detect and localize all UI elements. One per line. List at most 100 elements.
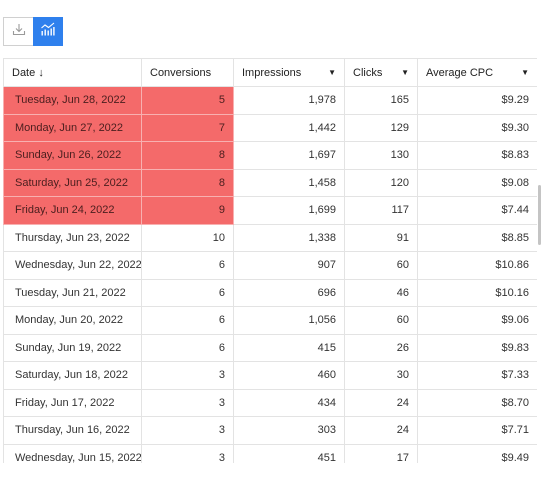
table-row[interactable]: Thursday, Jun 16, 2022 3 303 24 $7.71 <box>3 416 537 445</box>
chart-view-button[interactable] <box>33 17 63 46</box>
cell-date: Friday, Jun 17, 2022 <box>3 388 142 417</box>
column-header-conversions[interactable]: Conversions <box>141 58 234 87</box>
view-toolbar <box>3 17 63 46</box>
download-icon <box>12 23 26 41</box>
column-header-clicks-label: Clicks <box>353 66 383 79</box>
cell-impressions: 1,699 <box>233 196 345 225</box>
table-row[interactable]: Sunday, Jun 26, 2022 8 1,697 130 $8.83 <box>3 141 537 170</box>
column-header-conversions-label: Conversions <box>150 66 212 79</box>
cell-clicks: 91 <box>344 223 418 252</box>
cell-date: Wednesday, Jun 22, 2022 <box>3 251 142 280</box>
cell-clicks: 17 <box>344 443 418 463</box>
cell-date: Sunday, Jun 19, 2022 <box>3 333 142 362</box>
cell-impressions: 1,458 <box>233 168 345 197</box>
dropdown-caret-icon[interactable]: ▼ <box>401 68 409 77</box>
cell-impressions: 434 <box>233 388 345 417</box>
cell-clicks: 130 <box>344 141 418 170</box>
cell-clicks: 129 <box>344 113 418 142</box>
table-row[interactable]: Monday, Jun 20, 2022 6 1,056 60 $9.06 <box>3 306 537 335</box>
cell-average-cpc: $8.85 <box>417 223 537 252</box>
sort-descending-icon: ↓ <box>38 66 44 79</box>
data-table-container[interactable]: Date ↓ Conversions Impressions ▼ Clicks … <box>3 58 537 463</box>
cell-conversions: 3 <box>141 416 234 445</box>
cell-date: Monday, Jun 20, 2022 <box>3 306 142 335</box>
cell-conversions: 8 <box>141 141 234 170</box>
table-row[interactable]: Sunday, Jun 19, 2022 6 415 26 $9.83 <box>3 333 537 362</box>
cell-conversions: 6 <box>141 251 234 280</box>
cell-date: Thursday, Jun 16, 2022 <box>3 416 142 445</box>
table-row[interactable]: Tuesday, Jun 21, 2022 6 696 46 $10.16 <box>3 278 537 307</box>
cell-conversions: 9 <box>141 196 234 225</box>
cell-clicks: 24 <box>344 388 418 417</box>
cell-impressions: 415 <box>233 333 345 362</box>
cell-date: Friday, Jun 24, 2022 <box>3 196 142 225</box>
cell-clicks: 60 <box>344 306 418 335</box>
cell-average-cpc: $8.70 <box>417 388 537 417</box>
dropdown-caret-icon[interactable]: ▼ <box>521 68 529 77</box>
cell-conversions: 10 <box>141 223 234 252</box>
cell-date: Wednesday, Jun 15, 2022 <box>3 443 142 463</box>
table-row[interactable]: Monday, Jun 27, 2022 7 1,442 129 $9.30 <box>3 113 537 142</box>
cell-conversions: 3 <box>141 443 234 463</box>
cell-impressions: 1,442 <box>233 113 345 142</box>
column-header-impressions[interactable]: Impressions ▼ <box>233 58 345 87</box>
column-header-average-cpc[interactable]: Average CPC ▼ <box>417 58 537 87</box>
cell-average-cpc: $10.16 <box>417 278 537 307</box>
cell-impressions: 1,056 <box>233 306 345 335</box>
table-row[interactable]: Friday, Jun 24, 2022 9 1,699 117 $7.44 <box>3 196 537 225</box>
cell-impressions: 1,338 <box>233 223 345 252</box>
cell-clicks: 165 <box>344 86 418 115</box>
table-row[interactable]: Thursday, Jun 23, 2022 10 1,338 91 $8.85 <box>3 223 537 252</box>
cell-average-cpc: $9.08 <box>417 168 537 197</box>
cell-impressions: 907 <box>233 251 345 280</box>
cell-impressions: 696 <box>233 278 345 307</box>
cell-average-cpc: $7.33 <box>417 361 537 390</box>
column-header-clicks[interactable]: Clicks ▼ <box>344 58 418 87</box>
table-row[interactable]: Tuesday, Jun 28, 2022 5 1,978 165 $9.29 <box>3 86 537 115</box>
bar-chart-icon <box>40 22 56 41</box>
cell-clicks: 60 <box>344 251 418 280</box>
cell-date: Thursday, Jun 23, 2022 <box>3 223 142 252</box>
table-scrollbar[interactable] <box>538 185 541 245</box>
cell-impressions: 1,697 <box>233 141 345 170</box>
cell-average-cpc: $9.30 <box>417 113 537 142</box>
table-row[interactable]: Saturday, Jun 25, 2022 8 1,458 120 $9.08 <box>3 168 537 197</box>
cell-conversions: 5 <box>141 86 234 115</box>
cell-average-cpc: $9.29 <box>417 86 537 115</box>
cell-average-cpc: $9.06 <box>417 306 537 335</box>
cell-clicks: 46 <box>344 278 418 307</box>
cell-impressions: 1,978 <box>233 86 345 115</box>
table-row[interactable]: Friday, Jun 17, 2022 3 434 24 $8.70 <box>3 388 537 417</box>
cell-clicks: 120 <box>344 168 418 197</box>
download-button[interactable] <box>3 17 33 46</box>
column-header-impressions-label: Impressions <box>242 66 302 79</box>
cell-clicks: 26 <box>344 333 418 362</box>
cell-clicks: 30 <box>344 361 418 390</box>
cell-date: Monday, Jun 27, 2022 <box>3 113 142 142</box>
cell-clicks: 117 <box>344 196 418 225</box>
cell-conversions: 6 <box>141 278 234 307</box>
cell-average-cpc: $7.71 <box>417 416 537 445</box>
cell-conversions: 6 <box>141 306 234 335</box>
column-header-date[interactable]: Date ↓ <box>3 58 142 87</box>
column-header-average-cpc-label: Average CPC <box>426 66 494 79</box>
table-row[interactable]: Wednesday, Jun 15, 2022 3 451 17 $9.49 <box>3 443 537 463</box>
data-table: Date ↓ Conversions Impressions ▼ Clicks … <box>3 58 537 463</box>
dropdown-caret-icon[interactable]: ▼ <box>328 68 336 77</box>
cell-date: Tuesday, Jun 21, 2022 <box>3 278 142 307</box>
cell-average-cpc: $9.49 <box>417 443 537 463</box>
cell-conversions: 3 <box>141 361 234 390</box>
cell-average-cpc: $9.83 <box>417 333 537 362</box>
cell-conversions: 8 <box>141 168 234 197</box>
cell-impressions: 460 <box>233 361 345 390</box>
cell-conversions: 7 <box>141 113 234 142</box>
table-row[interactable]: Wednesday, Jun 22, 2022 6 907 60 $10.86 <box>3 251 537 280</box>
table-header-row: Date ↓ Conversions Impressions ▼ Clicks … <box>3 58 537 87</box>
table-row[interactable]: Saturday, Jun 18, 2022 3 460 30 $7.33 <box>3 361 537 390</box>
column-header-date-label: Date <box>12 66 36 79</box>
cell-clicks: 24 <box>344 416 418 445</box>
cell-date: Saturday, Jun 25, 2022 <box>3 168 142 197</box>
cell-impressions: 303 <box>233 416 345 445</box>
cell-average-cpc: $7.44 <box>417 196 537 225</box>
cell-date: Tuesday, Jun 28, 2022 <box>3 86 142 115</box>
